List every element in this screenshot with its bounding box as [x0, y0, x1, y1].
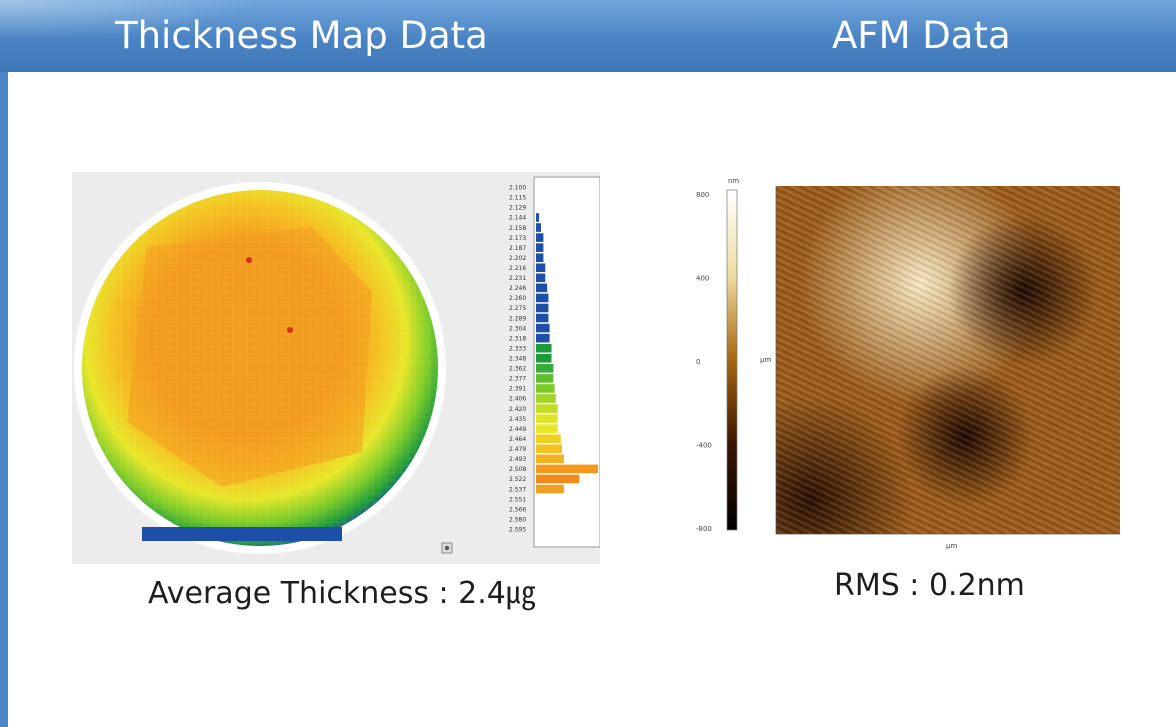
wafer-bottom-edge	[142, 527, 342, 541]
scale-label: 2.420	[509, 406, 526, 413]
scale-label: 2.566	[509, 506, 526, 513]
histogram-bar	[536, 404, 558, 413]
scale-label: 2.246	[509, 285, 526, 292]
histogram-bar	[536, 283, 548, 293]
scale-label: 2.435	[509, 416, 526, 423]
histogram-bar	[536, 414, 558, 423]
afm-scale-unit: nm	[728, 177, 739, 185]
histogram-bar	[536, 273, 546, 283]
scale-label: 2.304	[509, 325, 526, 332]
scale-label: 2.580	[509, 516, 526, 523]
histogram-bar	[536, 343, 552, 353]
header-swoosh	[0, 0, 260, 40]
scale-label: 2.537	[509, 486, 526, 493]
afm-tick-label: -400	[696, 442, 712, 450]
scale-label: 2.522	[509, 476, 526, 483]
scale-label: 2.333	[509, 345, 526, 352]
scale-label: 2.348	[509, 356, 526, 363]
afm-image: nm 800 400 0 -400 -800 µm µm	[692, 172, 1128, 552]
scale-label: 2.595	[509, 526, 526, 533]
histogram-bar	[536, 293, 549, 303]
scale-label: 2.493	[509, 456, 526, 463]
afm-scale-ticks: 800 400 0 -400 -800	[696, 191, 712, 533]
histogram-bar	[536, 364, 554, 373]
histogram-bar	[536, 323, 550, 333]
scale-label: 2.464	[509, 436, 526, 443]
thickness-map-title: Thickness Map Data	[115, 14, 488, 57]
afm-y-unit: µm	[760, 356, 771, 364]
afm-tick-label: 400	[696, 275, 709, 283]
scale-label: 2.216	[509, 265, 526, 272]
histogram-bar	[536, 394, 556, 403]
thickness-map-image: 2.100 2.115 2.129 2.144 2.158 2.173 2.187 2.202…	[72, 172, 600, 564]
scale-label: 2.479	[509, 446, 526, 453]
histogram-bar	[536, 384, 555, 393]
histogram-bar	[536, 444, 562, 454]
histogram-bar	[536, 353, 552, 363]
histogram-bar	[536, 333, 550, 343]
scale-label: 2.144	[509, 215, 526, 222]
histogram-bar	[536, 223, 541, 232]
header-bar: Thickness Map Data AFM Data	[0, 0, 1176, 72]
histogram-bar	[536, 253, 544, 262]
scale-label: 2.187	[509, 245, 526, 252]
scale-label: 2.115	[509, 195, 526, 202]
scale-label: 2.289	[509, 315, 526, 322]
afm-tick-label: -800	[696, 525, 712, 533]
scale-label: 2.275	[509, 305, 526, 312]
scale-label: 2.231	[509, 275, 526, 282]
thickness-histogram	[536, 213, 598, 494]
scale-label: 2.508	[509, 466, 526, 473]
scale-label: 2.362	[509, 366, 526, 373]
afm-tick-label: 0	[696, 358, 700, 366]
average-thickness-caption: Average Thickness : 2.4㎍	[148, 576, 536, 611]
histogram-bar	[536, 243, 544, 252]
scale-label: 2.202	[509, 255, 526, 262]
scale-label: 2.449	[509, 426, 526, 433]
rms-caption: RMS : 0.2nm	[834, 568, 1025, 603]
histogram-bar	[536, 313, 549, 323]
histogram-bar	[536, 464, 598, 474]
histogram-bar	[536, 424, 558, 433]
afm-color-scale	[726, 189, 738, 531]
histogram-bar	[536, 303, 549, 313]
histogram-bar	[536, 213, 540, 222]
histogram-bar	[536, 454, 564, 464]
histogram-bar	[536, 474, 580, 484]
afm-tick-label: 800	[696, 191, 709, 199]
scale-label: 2.260	[509, 295, 526, 302]
hot-spot-1	[246, 257, 252, 263]
hot-spot-2	[287, 327, 293, 333]
histogram-bar	[536, 434, 561, 444]
scale-label: 2.391	[509, 386, 526, 393]
histogram-bar	[536, 263, 546, 273]
scale-label: 2.318	[509, 335, 526, 342]
scale-label: 2.173	[509, 235, 526, 242]
afm-data-title: AFM Data	[832, 14, 1011, 57]
scale-label: 2.129	[509, 205, 526, 212]
histogram-bar	[536, 374, 554, 383]
scale-label: 2.406	[509, 396, 526, 403]
scale-label: 2.377	[509, 376, 526, 383]
scale-label: 2.551	[509, 496, 526, 503]
thickness-scale-labels: 2.100 2.115 2.129 2.144 2.158 2.173 2.187 2.202…	[509, 185, 526, 534]
scale-label: 2.100	[509, 185, 526, 192]
afm-x-unit: µm	[946, 542, 957, 550]
histogram-bar	[536, 484, 564, 494]
scale-label: 2.158	[509, 225, 526, 232]
wafer-pixel-grid	[82, 190, 438, 546]
histogram-bar	[536, 233, 544, 242]
